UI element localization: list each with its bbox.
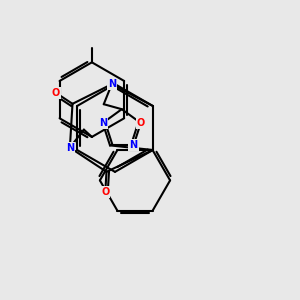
Text: N: N: [99, 118, 107, 128]
Text: O: O: [101, 187, 110, 197]
Text: O: O: [52, 88, 60, 98]
Text: N: N: [129, 140, 138, 150]
Text: N: N: [66, 142, 74, 153]
Text: O: O: [136, 118, 145, 128]
Text: N: N: [108, 79, 116, 89]
